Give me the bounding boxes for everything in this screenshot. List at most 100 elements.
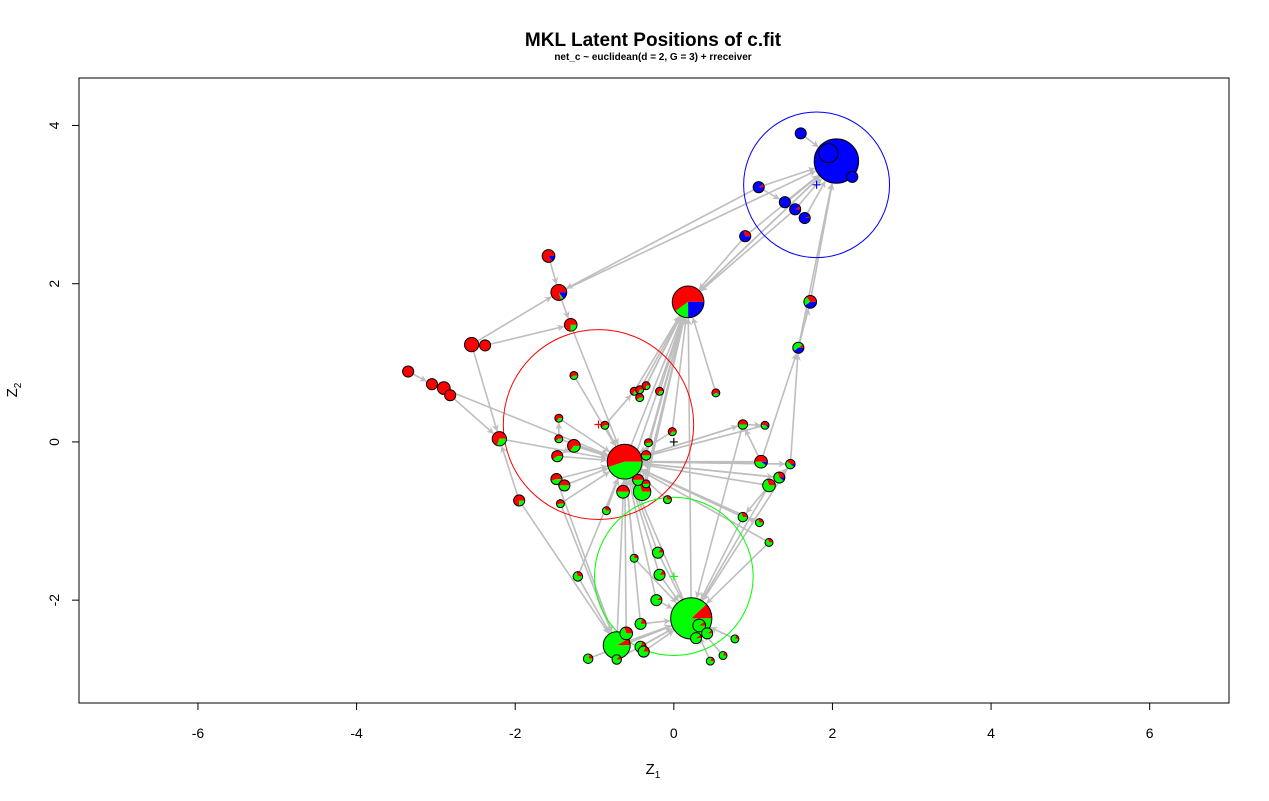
edge-arrow [698,239,743,290]
pie-outline [436,381,451,395]
edge-arrow [659,557,683,600]
edge-arrow [563,471,610,503]
pie-slice [743,230,751,237]
pie-slice [551,450,563,460]
edge-arrow [560,299,570,319]
pie-slice [573,571,583,582]
node-pie [803,295,818,309]
pie-slice [719,651,727,660]
pie-outline [606,443,643,480]
edge-arrow [700,520,742,600]
node-pie [764,537,774,547]
pie-slice [790,464,796,467]
chart-subtitle: net_c ~ euclidean(d = 2, G = 3) + rrecei… [554,52,751,63]
pie-slice [619,627,633,640]
pie-slice [652,547,664,559]
pie-outline [650,594,663,607]
pie-outline [739,230,752,243]
node-pie [653,568,666,581]
pie-outline [479,339,492,352]
pie-slice [690,632,702,644]
pie-outline [653,568,666,581]
pie-slice [638,646,650,658]
x-tick-label: 6 [1146,725,1154,741]
edge-arrow [798,308,811,343]
edge-arrow [562,455,607,464]
edge-arrow [565,170,817,290]
edge-arrow [701,490,767,601]
pie-outline [554,413,564,423]
pie-slice [699,621,706,626]
pie-slice [765,425,770,428]
pie-outline [634,617,647,630]
pie-slice [795,206,801,210]
pie-slice [755,518,764,527]
node-pie [689,632,703,645]
node-pie [554,413,564,423]
pie-slice [608,461,643,480]
edge-arrow [561,507,613,633]
x-axis: -6 -4 -2 0 2 4 6 [192,702,1154,741]
node-pie [635,393,645,403]
node-pie [846,170,859,183]
y-axis-label-main: Z [4,388,21,397]
pie-slice [692,619,706,632]
pie-slice [758,518,764,523]
pie-slice [761,421,770,426]
pie-outline [641,479,651,489]
node-pie [739,230,752,243]
node-pie [558,479,571,492]
y-tick-label: 0 [46,438,62,446]
pie-outline [402,365,415,378]
pie-outline [572,571,584,582]
pie-outline [491,431,507,447]
pie-slice [479,339,491,351]
pie-slice [558,485,570,491]
pie-outline [754,454,768,469]
edge-arrow [412,373,427,382]
pie-slice [739,230,751,242]
node-pie [760,420,770,430]
pie-slice [426,378,438,390]
y-tick-label: 2 [46,280,62,288]
edge-arrow [804,136,819,148]
node-pie [754,518,764,528]
pie-outline [711,388,721,398]
edge-arrow [640,316,682,395]
x-tick-label: -4 [350,725,363,741]
pie-outline [692,618,707,633]
pie-slice [576,571,583,577]
pie-outline [629,553,639,563]
pie-slice [738,512,748,522]
pie-slice [632,479,644,486]
pie-outline [463,336,480,353]
edge-arrow [620,628,673,658]
y-tick-label: 4 [46,121,62,129]
edge-arrow [606,394,632,423]
node-pie [582,653,594,664]
pie-slice [804,216,811,219]
pie-slice [706,657,715,666]
edge-arrow [436,385,609,456]
node-pie [555,499,565,509]
x-axis-label-subscript: 1 [655,770,661,781]
pie-outline [752,181,765,194]
edge-arrow [789,353,801,460]
pie-slice [633,483,651,501]
pie-slice [803,296,811,306]
node-pie [650,594,663,607]
pie-slice [777,471,785,478]
edge-arrow [623,479,641,619]
edge-arrow [561,419,610,453]
node-pie [705,656,715,666]
pie-slice [558,292,564,300]
node-pie [785,458,796,470]
pie-slice [634,618,647,630]
node-pie [671,285,705,319]
pie-slice [707,630,713,634]
pie-outline [550,283,568,301]
pie-outline [550,473,563,486]
pie-slice [730,634,739,643]
cluster-circle [743,111,891,259]
